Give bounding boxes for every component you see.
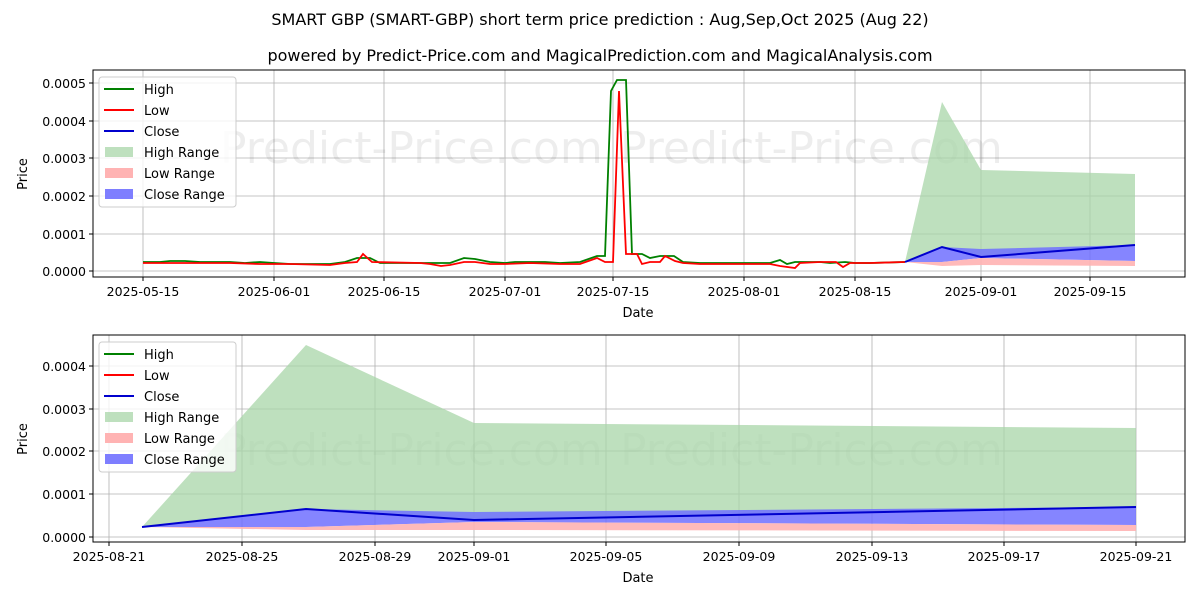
high-range-area bbox=[905, 102, 1135, 262]
x-tick: 2025-07-15 bbox=[577, 284, 650, 299]
legend-high-label: High bbox=[144, 348, 174, 363]
y-tick: 0.0005 bbox=[42, 76, 86, 91]
legend-low-range-swatch bbox=[105, 168, 133, 178]
y-tick: 0.0001 bbox=[42, 487, 86, 502]
x-tick: 2025-07-01 bbox=[469, 284, 542, 299]
chart-title: SMART GBP (SMART-GBP) short term price p… bbox=[271, 10, 929, 29]
bottom-chart: Predict-Price.com Predict-Price.com 0.00… bbox=[16, 334, 1186, 586]
legend-high-range-label: High Range bbox=[144, 146, 219, 161]
legend-close-range-label: Close Range bbox=[144, 453, 225, 468]
legend-low-label: Low bbox=[144, 104, 170, 119]
y-tick: 0.0003 bbox=[42, 402, 86, 417]
legend-low-label: Low bbox=[144, 369, 170, 384]
low-range-area bbox=[142, 522, 1136, 531]
bottom-axes-frame bbox=[92, 334, 1186, 543]
low-line bbox=[143, 90, 906, 269]
close-line bbox=[904, 244, 1136, 263]
y-tick: 0.0003 bbox=[42, 151, 86, 166]
x-axis-label: Date bbox=[622, 571, 653, 586]
y-tick: 0.0004 bbox=[42, 359, 86, 374]
legend-high-range-label: High Range bbox=[144, 411, 219, 426]
x-tick: 2025-06-15 bbox=[348, 284, 421, 299]
y-tick: 0.0002 bbox=[42, 189, 86, 204]
y-tick: 0.0004 bbox=[42, 114, 86, 129]
x-tick: 2025-09-05 bbox=[570, 549, 643, 564]
legend-high-label: High bbox=[144, 83, 174, 98]
low-range-area bbox=[905, 258, 1135, 266]
x-tick: 2025-08-21 bbox=[73, 549, 146, 564]
watermark: Predict-Price.com bbox=[220, 123, 603, 174]
legend-high-range-swatch bbox=[105, 147, 133, 157]
x-tick: 2025-08-15 bbox=[819, 284, 892, 299]
y-tick: 0.0000 bbox=[42, 264, 86, 279]
x-tick: 2025-08-01 bbox=[708, 284, 781, 299]
legend-close-range-swatch bbox=[105, 189, 133, 199]
top-legend: High Low Close High Range Low Range Clos… bbox=[98, 76, 237, 208]
x-tick: 2025-08-25 bbox=[206, 549, 279, 564]
legend-low-range-label: Low Range bbox=[144, 432, 215, 447]
legend-close-label: Close bbox=[144, 390, 179, 405]
legend-close-range-swatch bbox=[105, 454, 133, 464]
high-range-area bbox=[142, 345, 1136, 527]
legend-low-range-swatch bbox=[105, 433, 133, 443]
chart-subtitle: powered by Predict-Price.com and Magical… bbox=[267, 46, 933, 65]
y-axis-label: Price bbox=[16, 158, 31, 190]
bottom-y-axis: 0.0000 0.0001 0.0002 0.0003 0.0004 Price bbox=[16, 359, 93, 545]
x-tick: 2025-09-09 bbox=[703, 549, 776, 564]
x-tick: 2025-06-01 bbox=[238, 284, 311, 299]
top-y-axis: 0.0000 0.0001 0.0002 0.0003 0.0004 0.000… bbox=[16, 76, 93, 279]
legend-close-range-label: Close Range bbox=[144, 188, 225, 203]
legend-close-label: Close bbox=[144, 125, 179, 140]
y-axis-label: Price bbox=[16, 423, 31, 455]
legend-low-range-label: Low Range bbox=[144, 167, 215, 182]
legend-high-range-swatch bbox=[105, 412, 133, 422]
y-tick: 0.0000 bbox=[42, 530, 86, 545]
x-tick: 2025-09-01 bbox=[945, 284, 1018, 299]
x-tick: 2025-09-17 bbox=[968, 549, 1041, 564]
x-tick: 2025-08-29 bbox=[339, 549, 412, 564]
y-tick: 0.0001 bbox=[42, 227, 86, 242]
y-tick: 0.0002 bbox=[42, 444, 86, 459]
top-x-axis: 2025-05-15 2025-06-01 2025-06-15 2025-07… bbox=[107, 277, 1127, 321]
top-chart: Predict-Price.com Predict-Price.com 0.00… bbox=[16, 69, 1186, 321]
bottom-legend: High Low Close High Range Low Range Clos… bbox=[98, 341, 237, 473]
bottom-x-axis: 2025-08-21 2025-08-25 2025-08-29 2025-09… bbox=[73, 542, 1173, 586]
x-tick: 2025-05-15 bbox=[107, 284, 180, 299]
x-tick: 2025-09-01 bbox=[438, 549, 511, 564]
x-tick: 2025-09-15 bbox=[1054, 284, 1127, 299]
x-tick: 2025-09-13 bbox=[836, 549, 909, 564]
top-axes-frame bbox=[92, 69, 1186, 278]
close-line bbox=[141, 506, 1137, 528]
x-axis-label: Date bbox=[622, 306, 653, 321]
x-tick: 2025-09-21 bbox=[1100, 549, 1173, 564]
